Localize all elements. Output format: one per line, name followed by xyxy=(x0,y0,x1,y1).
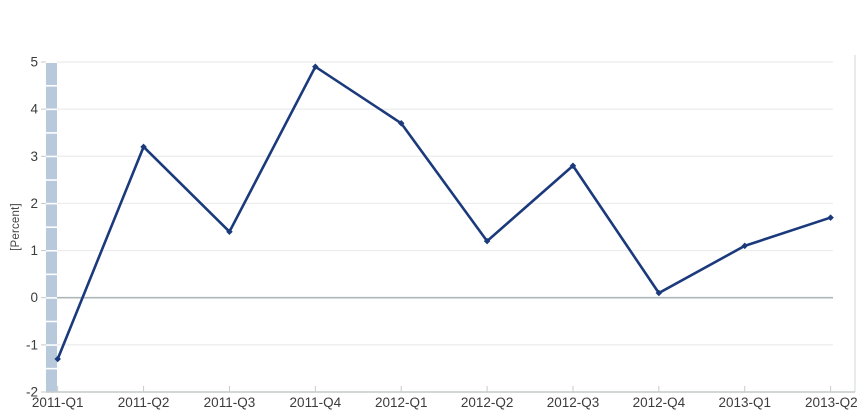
y-axis-band-segment xyxy=(46,86,57,109)
x-tick-label: 2012-Q1 xyxy=(375,395,428,410)
data-point-marker xyxy=(827,214,834,221)
x-tick-label: 2011-Q1 xyxy=(32,395,84,410)
data-point-marker xyxy=(569,162,577,169)
x-tick-label: 2012-Q3 xyxy=(547,395,600,410)
y-axis-band-segment xyxy=(46,345,57,368)
data-point-marker xyxy=(655,289,663,297)
y-tick-label: -1 xyxy=(26,337,38,352)
data-point-marker xyxy=(312,63,319,70)
data-point-marker xyxy=(140,143,147,151)
y-tick-label: 4 xyxy=(30,102,38,117)
y-tick-label: -2 xyxy=(26,385,38,400)
y-axis-band-segment xyxy=(46,110,57,133)
y-axis-band-segment xyxy=(46,275,57,298)
y-axis-band-segment xyxy=(46,133,57,156)
y-axis-band-segment xyxy=(46,322,57,345)
y-axis-band-segment xyxy=(46,63,57,85)
y-axis-title: [Percent] xyxy=(10,203,22,251)
x-tick-label: 2011-Q3 xyxy=(204,395,256,410)
y-tick-label: 5 xyxy=(30,55,38,70)
y-axis-band-segment xyxy=(46,157,57,180)
x-tick-label: 2011-Q4 xyxy=(290,395,342,410)
x-tick-label: 2012-Q2 xyxy=(461,395,514,410)
x-tick-label: 2012-Q4 xyxy=(633,395,686,410)
x-tick-label: 2013-Q1 xyxy=(718,395,771,410)
x-tick-label: 2011-Q2 xyxy=(118,395,170,410)
y-axis-band-segment xyxy=(46,204,57,227)
y-axis-band-segment xyxy=(46,298,57,321)
y-axis-band-segment xyxy=(46,228,57,250)
data-point-marker xyxy=(226,228,233,235)
data-point-marker xyxy=(741,242,748,250)
data-point-marker xyxy=(483,237,491,245)
y-axis-band-segment xyxy=(46,369,57,392)
x-tick-label: 2013-Q2 xyxy=(805,395,858,410)
y-tick-label: 0 xyxy=(30,290,38,305)
data-line xyxy=(56,64,832,361)
y-axis-band-segment xyxy=(46,251,57,274)
y-axis-band-segment xyxy=(46,180,57,203)
y-tick-label: 2 xyxy=(30,196,38,211)
y-tick-label: 3 xyxy=(30,149,38,164)
y-tick-label: 1 xyxy=(30,243,38,258)
